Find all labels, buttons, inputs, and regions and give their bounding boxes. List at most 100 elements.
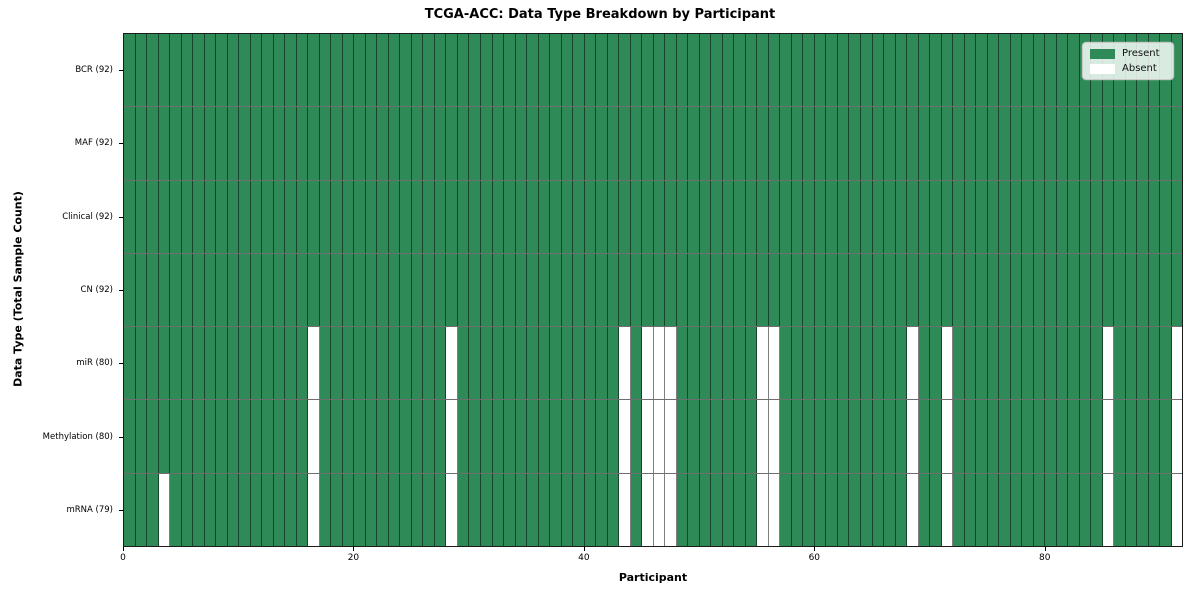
heatmap-cell: [607, 34, 620, 107]
heatmap-cell: [492, 473, 505, 546]
heatmap-cell: [780, 180, 792, 253]
heatmap-cell: [814, 107, 827, 180]
heatmap-cell: [273, 253, 286, 327]
heatmap-cell: [1033, 473, 1046, 546]
heatmap-cell: [768, 107, 781, 180]
heatmap-cell: [722, 107, 735, 180]
heatmap-cell: [1079, 107, 1092, 180]
heatmap-cell: [987, 253, 1000, 327]
heatmap-cell: [354, 253, 366, 327]
heatmap-cell: [584, 327, 597, 400]
heatmap-cell: [170, 327, 182, 400]
heatmap-cell: [296, 107, 309, 180]
heatmap-cell: [930, 253, 942, 327]
heatmap-cell: [1125, 400, 1138, 473]
heatmap-cell: [527, 400, 539, 473]
heatmap-cell: [619, 107, 631, 180]
heatmap-cell: [135, 400, 148, 473]
heatmap-cell: [296, 473, 309, 546]
heatmap-cell: [388, 400, 401, 473]
heatmap-cell: [342, 327, 355, 400]
heatmap-cell: [941, 253, 954, 327]
heatmap-cell: [941, 327, 954, 400]
heatmap-cell: [411, 180, 424, 253]
heatmap-cell: [135, 34, 148, 107]
y-tick-mark: [119, 290, 123, 291]
heatmap-cell: [527, 253, 539, 327]
heatmap-cell: [1102, 327, 1115, 400]
heatmap-cell: [1148, 180, 1161, 253]
heatmap-cell: [538, 34, 551, 107]
heatmap-cell: [964, 180, 977, 253]
heatmap-cell: [388, 107, 401, 180]
heatmap-cell: [976, 253, 988, 327]
heatmap-cell: [941, 180, 954, 253]
legend-entry-absent: Absent: [1090, 63, 1166, 74]
heatmap-cell: [308, 34, 320, 107]
heatmap-cell: [676, 107, 689, 180]
heatmap-cell: [665, 400, 677, 473]
heatmap-cell: [1148, 107, 1161, 180]
heatmap-cell: [1033, 327, 1046, 400]
heatmap-cell: [170, 34, 182, 107]
heatmap-cell: [653, 400, 666, 473]
heatmap-cell: [699, 107, 712, 180]
heatmap-cell: [837, 473, 850, 546]
heatmap-cell: [239, 107, 251, 180]
heatmap-cell: [504, 107, 516, 180]
heatmap-cell: [423, 253, 435, 327]
heatmap-cell: [907, 253, 919, 327]
heatmap-cell: [665, 107, 677, 180]
heatmap-cell: [665, 473, 677, 546]
heatmap-cell: [1114, 473, 1126, 546]
heatmap-cell: [262, 473, 274, 546]
heatmap-cell: [1022, 107, 1034, 180]
y-tick-label-miR: miR (80): [76, 358, 113, 369]
heatmap-cell: [170, 180, 182, 253]
heatmap-cell: [561, 473, 574, 546]
heatmap-cell: [780, 327, 792, 400]
heatmap-cell: [1160, 400, 1172, 473]
heatmap-cell: [377, 327, 389, 400]
heatmap-cell: [768, 400, 781, 473]
heatmap-cell: [319, 327, 332, 400]
heatmap-cell: [1033, 107, 1046, 180]
x-axis-label: Participant: [618, 571, 688, 584]
heatmap-cell: [480, 400, 493, 473]
heatmap-cell: [446, 34, 458, 107]
heatmap-cell: [734, 327, 746, 400]
heatmap-cell: [527, 107, 539, 180]
heatmap-cell: [780, 107, 792, 180]
heatmap-cell: [630, 473, 643, 546]
heatmap-cell: [619, 253, 631, 327]
heatmap-cell: [216, 107, 228, 180]
heatmap-cell: [285, 327, 297, 400]
heatmap-cell: [250, 400, 263, 473]
heatmap-cell: [434, 327, 447, 400]
heatmap-cell: [181, 473, 194, 546]
y-axis: BCR (92) MAF (92) Clinical (92) CN (92) miR …: [0, 33, 123, 547]
heatmap-cell: [193, 34, 205, 107]
heatmap-cell: [722, 400, 735, 473]
heatmap-cell: [273, 34, 286, 107]
heatmap-cell: [135, 107, 148, 180]
heatmap-cell: [400, 180, 412, 253]
heatmap-cell: [1171, 180, 1183, 253]
heatmap-cell: [400, 107, 412, 180]
y-tick-label-Methylation: Methylation (80): [42, 431, 113, 442]
heatmap-cell: [273, 107, 286, 180]
heatmap-cell: [515, 327, 528, 400]
heatmap-cell: [653, 327, 666, 400]
heatmap-cell: [884, 327, 896, 400]
heatmap-cell: [158, 400, 171, 473]
heatmap-cell: [400, 34, 412, 107]
y-tick-mark: [119, 69, 123, 71]
heatmap-cell: [803, 180, 815, 253]
heatmap-cell: [308, 180, 320, 253]
heatmap-cell: [699, 34, 712, 107]
heatmap-cell: [1022, 253, 1034, 327]
heatmap-cell: [826, 107, 838, 180]
heatmap-cell: [676, 400, 689, 473]
heatmap-cell: [354, 34, 366, 107]
heatmap-cell: [918, 473, 931, 546]
